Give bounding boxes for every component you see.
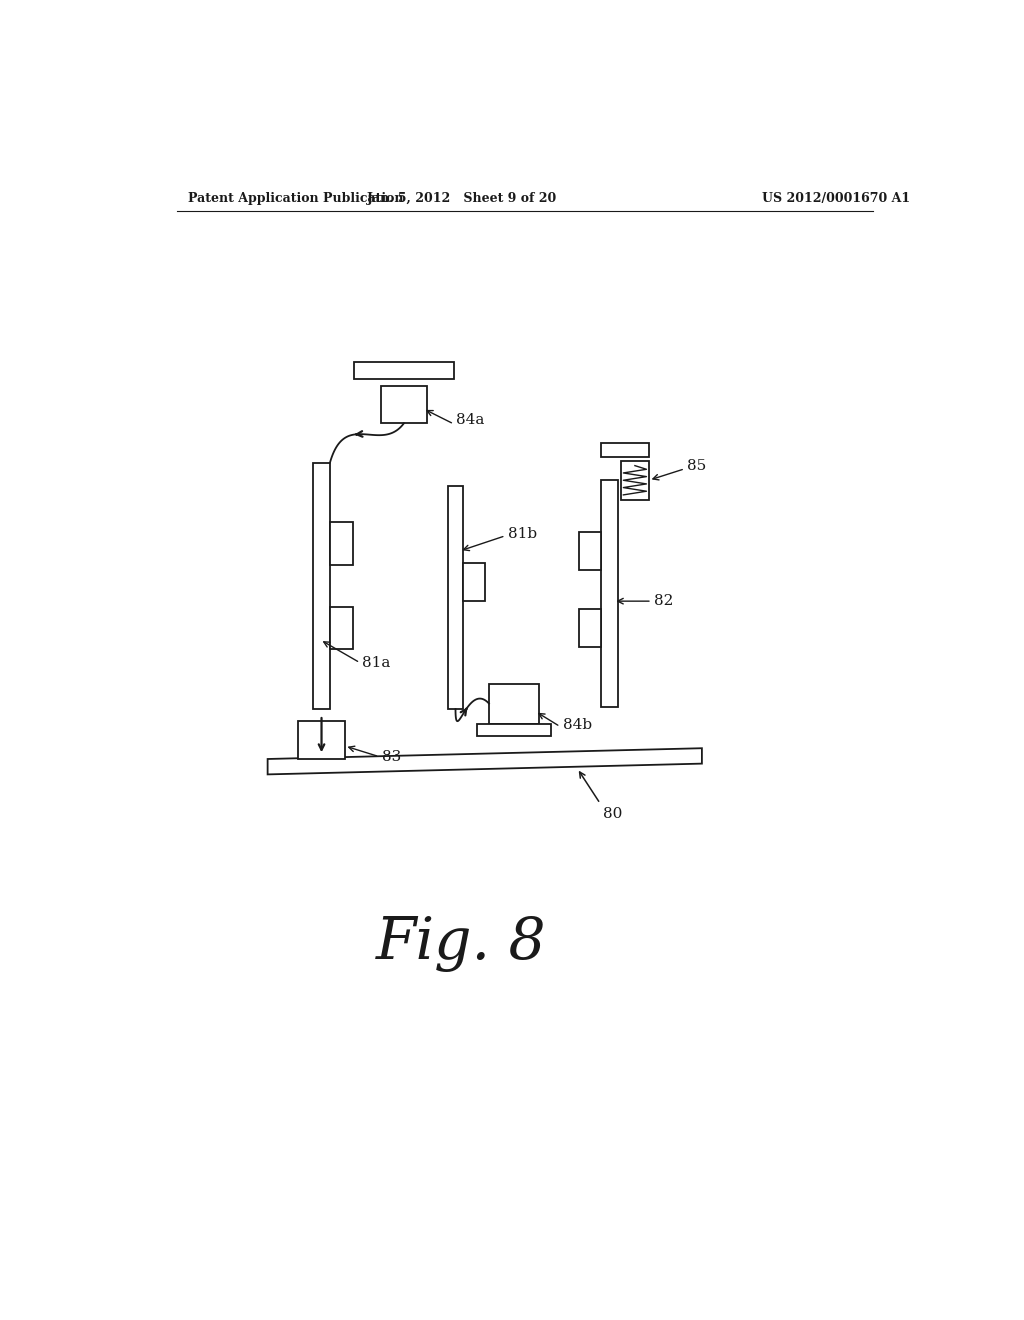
Text: 84b: 84b [562,718,592,733]
Bar [354,362,454,379]
Bar [330,607,353,649]
Text: Jan. 5, 2012   Sheet 9 of 20: Jan. 5, 2012 Sheet 9 of 20 [367,191,557,205]
Bar [447,486,463,709]
Bar [489,684,539,723]
Bar [477,723,551,737]
Polygon shape [601,444,649,457]
Text: US 2012/0001670 A1: US 2012/0001670 A1 [762,191,910,205]
Bar [313,462,330,709]
Bar [463,562,484,601]
Text: 84a: 84a [457,413,484,428]
Bar [580,609,601,647]
Bar [580,532,601,570]
Text: Fig. 8: Fig. 8 [377,916,547,972]
Text: 85: 85 [687,459,707,474]
Bar [298,721,345,759]
Bar [621,461,649,499]
Text: 83: 83 [382,750,400,764]
Text: 81a: 81a [361,656,390,669]
Bar [381,387,427,424]
Text: 81b: 81b [508,527,537,541]
Polygon shape [267,748,701,775]
Text: 80: 80 [603,807,623,821]
Text: 82: 82 [654,594,674,609]
Bar [330,523,353,565]
Text: Patent Application Publication: Patent Application Publication [188,191,403,205]
Bar [601,480,617,708]
